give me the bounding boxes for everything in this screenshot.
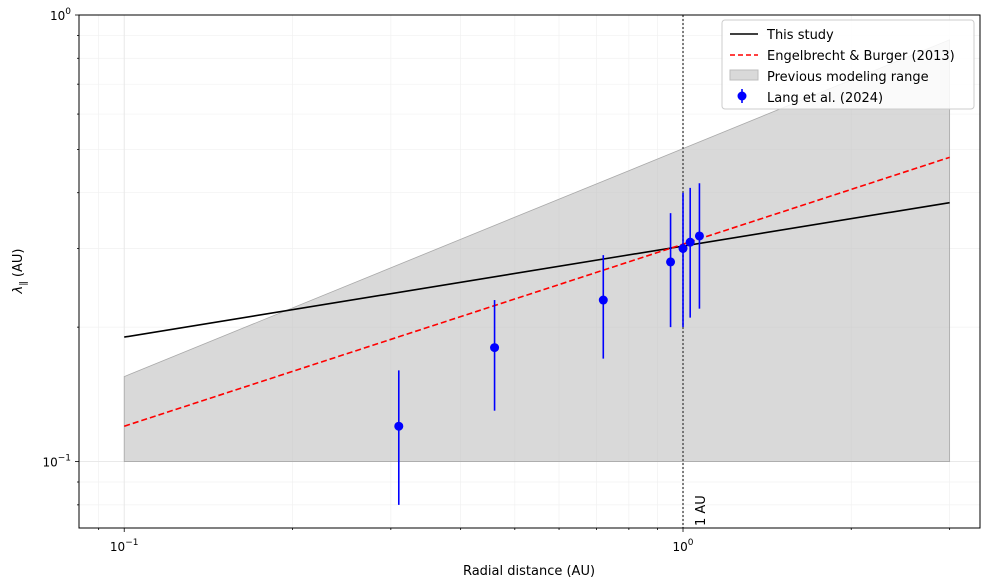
y-axis-label-symbol: λ <box>11 286 26 295</box>
lang-data-point <box>694 231 704 241</box>
this-study-line <box>124 201 950 338</box>
legend-swatch-previous-range <box>729 69 759 81</box>
previous-modeling-range-band <box>123 39 951 462</box>
legend-swatch-lang-marker <box>737 91 747 101</box>
series-layer <box>123 15 951 528</box>
legend-label-previous-range: Previous modeling range <box>767 70 929 85</box>
axis-ticks <box>75 14 951 532</box>
lang-data-point <box>666 257 676 267</box>
legend: This study Engelbrecht & Burger (2013) P… <box>721 19 975 110</box>
legend-label-this-study: This study <box>766 28 834 43</box>
lang-data-point <box>685 237 695 247</box>
reference-line-label: 1 AU <box>694 495 709 526</box>
legend-label-lang: Lang et al. (2024) <box>767 91 883 106</box>
y-tick-label: 10−1 <box>42 454 71 470</box>
y-axis-label-subscript: ∥ <box>19 281 29 286</box>
lang-data-point <box>598 295 608 305</box>
x-axis-label: Radial distance (AU) <box>463 564 595 579</box>
x-tick-label: 10−1 <box>110 538 139 554</box>
y-axis-label-unit: (AU) <box>11 249 26 278</box>
lang-data-point <box>678 244 688 254</box>
engelbrecht-burger-line <box>123 156 950 427</box>
lang-data-point <box>394 421 404 431</box>
svg-text:λ∥ (AU): λ∥ (AU) <box>11 249 29 295</box>
x-tick-label: 100 <box>673 538 694 554</box>
y-axis-label: λ∥ (AU) <box>11 249 29 295</box>
y-tick-label: 100 <box>50 7 71 23</box>
legend-label-engelbrecht: Engelbrecht & Burger (2013) <box>767 49 955 64</box>
legend-box <box>721 19 975 110</box>
plot-frame <box>78 14 981 529</box>
tick-labels: 10−1 100 10−1 100 <box>42 7 693 554</box>
lang-data-point <box>490 343 500 353</box>
